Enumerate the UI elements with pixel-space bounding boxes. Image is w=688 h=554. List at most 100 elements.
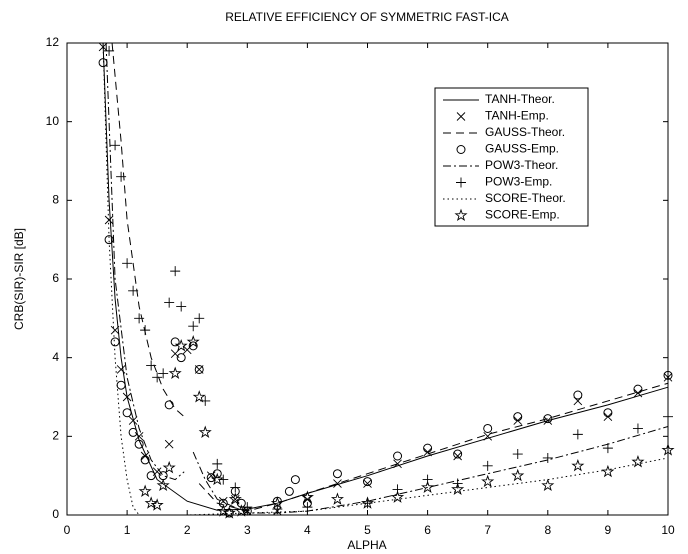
marker <box>150 498 164 511</box>
marker <box>631 455 645 468</box>
marker <box>216 504 230 517</box>
marker <box>128 285 139 296</box>
y-tick-label: 10 <box>46 114 60 128</box>
marker <box>210 472 224 486</box>
legend-label: POW3-Emp. <box>485 175 552 189</box>
marker <box>333 479 342 488</box>
marker <box>158 471 168 481</box>
marker <box>513 412 523 422</box>
marker <box>453 449 463 459</box>
marker <box>602 443 613 454</box>
marker <box>603 408 613 418</box>
y-tick-label: 2 <box>52 429 59 443</box>
marker <box>176 301 187 312</box>
marker <box>122 408 132 418</box>
marker <box>222 506 236 519</box>
marker <box>661 443 675 456</box>
marker <box>138 484 152 497</box>
marker <box>206 471 216 480</box>
marker <box>234 504 248 517</box>
x-tick-label: 5 <box>364 523 371 537</box>
marker <box>541 478 555 492</box>
theory-line <box>105 42 669 514</box>
marker <box>482 460 493 471</box>
marker <box>122 258 133 269</box>
marker <box>391 490 405 503</box>
legend-box <box>434 87 589 227</box>
marker <box>393 451 403 461</box>
marker <box>363 479 372 488</box>
legend-label: SCORE-Theor. <box>485 191 566 205</box>
marker <box>360 496 375 509</box>
marker <box>110 140 121 151</box>
marker <box>511 468 525 482</box>
marker <box>573 390 583 400</box>
marker <box>134 439 144 449</box>
marker <box>632 423 643 434</box>
marker <box>330 492 344 505</box>
marker <box>663 373 673 382</box>
x-tick-label: 2 <box>184 523 191 537</box>
marker <box>168 366 182 379</box>
x-tick-label: 1 <box>124 523 131 537</box>
marker <box>212 469 222 479</box>
marker <box>212 458 223 469</box>
marker <box>456 145 466 154</box>
marker <box>542 452 553 463</box>
marker <box>140 455 150 465</box>
marker <box>116 380 126 390</box>
x-tick-label: 3 <box>244 523 251 537</box>
marker <box>421 480 435 494</box>
x-tick-label: 9 <box>605 523 612 537</box>
marker <box>146 471 156 481</box>
marker <box>186 335 200 348</box>
marker <box>174 338 188 352</box>
marker <box>543 414 553 424</box>
legend-label: SCORE-Emp. <box>485 208 560 222</box>
legend-label: TANH-Theor. <box>485 92 555 106</box>
marker <box>146 360 157 371</box>
marker <box>456 112 466 121</box>
legend-label: POW3-Theor. <box>485 158 558 172</box>
marker <box>104 215 114 225</box>
marker <box>144 496 158 509</box>
marker <box>128 427 138 437</box>
marker <box>512 449 523 460</box>
y-axis-label: CRB(SIR)-SIR [dB] <box>12 228 26 330</box>
marker <box>543 416 553 425</box>
y-tick-label: 6 <box>52 271 59 285</box>
marker <box>456 177 466 188</box>
legend-label: GAUSS-Theor. <box>485 125 565 139</box>
x-tick-label: 10 <box>661 523 675 537</box>
marker <box>423 443 433 453</box>
marker <box>290 475 300 485</box>
marker <box>170 266 181 277</box>
marker <box>98 58 108 68</box>
marker <box>188 321 199 332</box>
marker <box>601 464 615 478</box>
marker <box>182 345 192 355</box>
marker <box>170 349 180 359</box>
marker <box>481 474 495 488</box>
theory-line <box>102 42 669 516</box>
y-tick-label: 12 <box>46 35 60 49</box>
marker <box>134 432 144 441</box>
marker <box>270 496 284 509</box>
marker <box>218 498 228 508</box>
marker <box>116 365 126 374</box>
marker <box>158 368 169 379</box>
marker <box>194 364 204 374</box>
marker <box>152 372 163 383</box>
marker <box>152 467 162 477</box>
marker <box>198 425 212 438</box>
marker <box>104 45 115 56</box>
marker <box>228 492 242 505</box>
marker <box>162 460 176 474</box>
marker <box>116 171 127 182</box>
marker <box>300 490 314 503</box>
marker <box>192 390 206 403</box>
marker <box>363 477 372 487</box>
marker <box>134 313 145 324</box>
x-axis-label: ALPHA <box>347 538 386 552</box>
